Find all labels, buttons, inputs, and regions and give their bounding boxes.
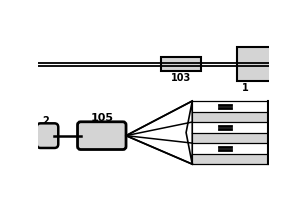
- FancyBboxPatch shape: [37, 123, 58, 148]
- Bar: [161, 57, 201, 71]
- Bar: [192, 112, 268, 122]
- Bar: [192, 101, 268, 112]
- Polygon shape: [186, 101, 192, 164]
- Text: 103: 103: [171, 73, 191, 83]
- Bar: [192, 143, 268, 154]
- Bar: [192, 122, 268, 133]
- Bar: [192, 133, 268, 143]
- Text: 2: 2: [42, 116, 49, 126]
- Bar: [237, 47, 271, 81]
- Bar: [192, 154, 268, 164]
- FancyBboxPatch shape: [77, 122, 126, 150]
- Text: 105: 105: [90, 113, 113, 123]
- Text: 1: 1: [242, 83, 248, 93]
